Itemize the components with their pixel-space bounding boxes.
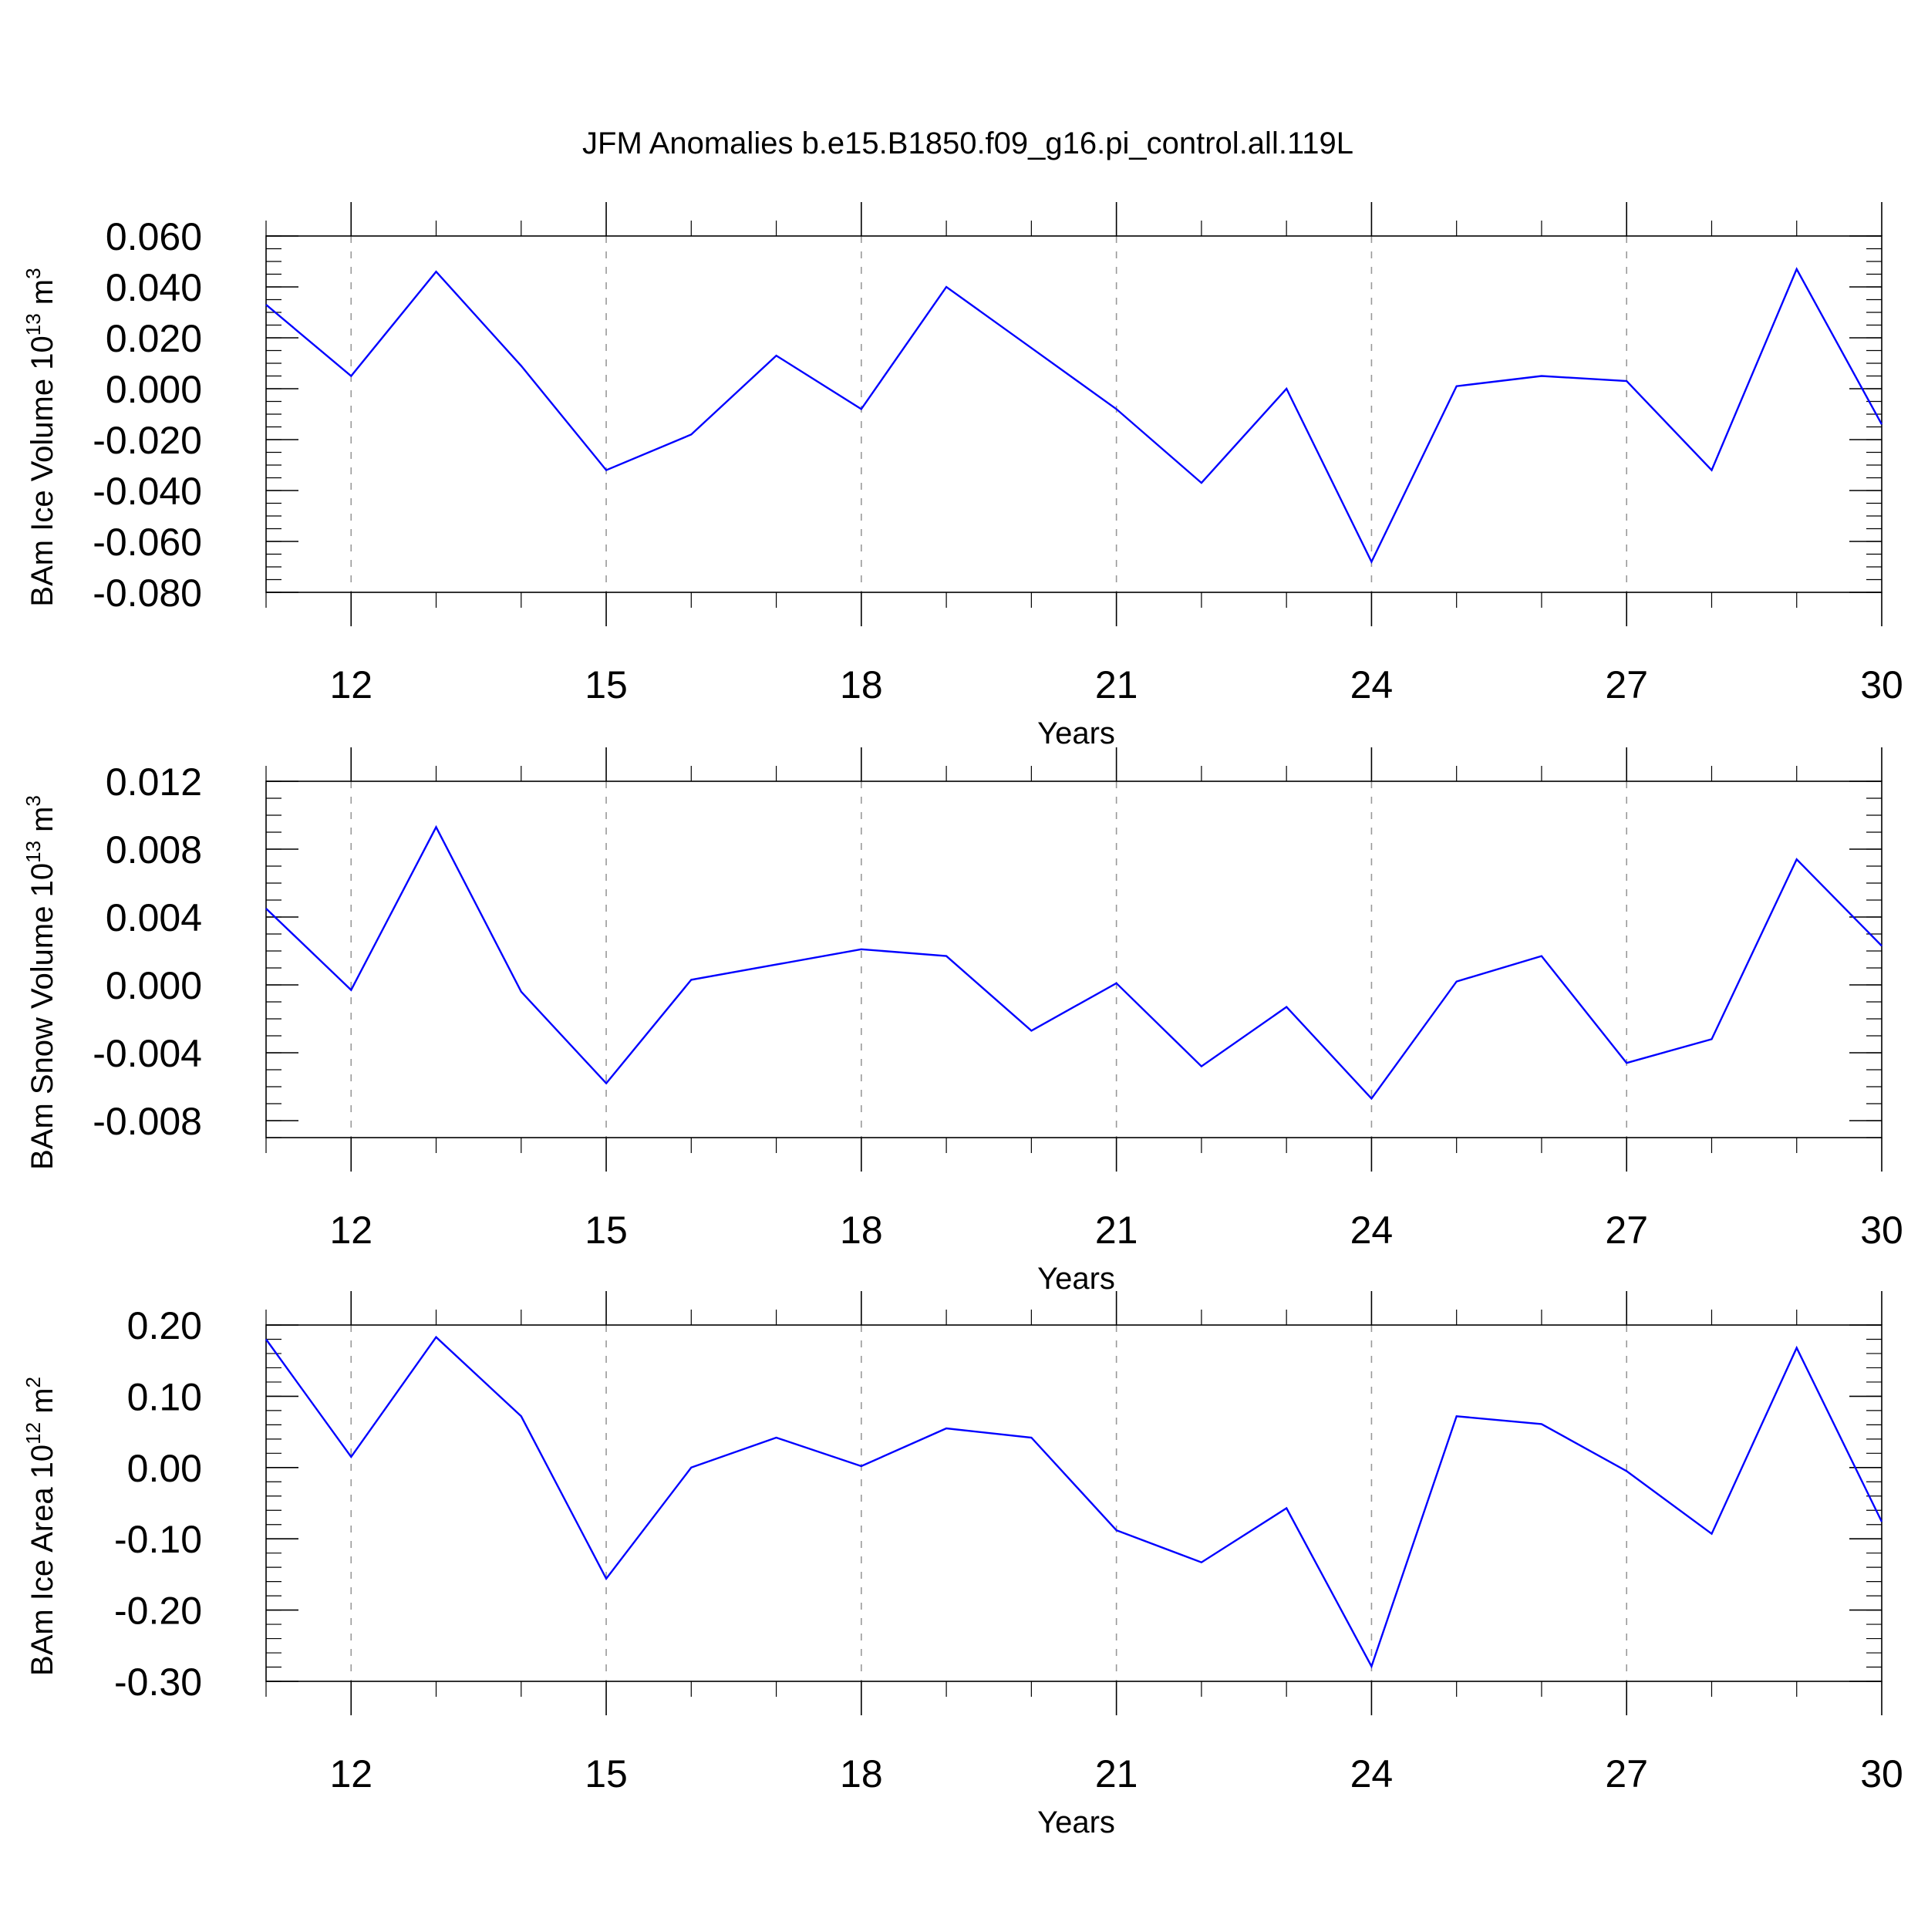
y-tick-label: 0.00 [127, 1447, 202, 1490]
x-axis-title: Years [1037, 1806, 1115, 1839]
x-tick-label: 24 [1350, 1752, 1394, 1795]
x-tick-label: 27 [1605, 663, 1648, 706]
y-tick-label: -0.040 [93, 470, 202, 513]
y-tick-label: 0.20 [127, 1304, 202, 1347]
x-tick-label: 15 [585, 1209, 628, 1252]
y-axis-title-text: BAm Ice Area 10 [25, 1445, 59, 1676]
x-tick-label: 18 [840, 1752, 883, 1795]
x-tick-label: 18 [840, 663, 883, 706]
y-axis-title-unit-exponent: 3 [22, 268, 45, 278]
y-tick-label: -0.060 [93, 521, 202, 564]
panel-3: 0.20 0.10 0.00 -0.10 -0.20 -0.30 12 15 18 21 24 27 3… [22, 1291, 1903, 1839]
panel-1: 0.060 0.040 0.020 0.000 -0.020 -0.040 -0.060 -0… [22, 202, 1903, 750]
x-tick-label: 24 [1350, 663, 1394, 706]
chart-title: JFM Anomalies b.e15.B1850.f09_g16.pi_con… [582, 126, 1353, 160]
plot-frame [266, 1325, 1882, 1681]
y-axis-title-exponent: 12 [22, 1422, 45, 1445]
x-tick-label: 12 [329, 1752, 372, 1795]
y-axis-title-exponent: 13 [22, 313, 45, 335]
y-tick-label: -0.20 [114, 1590, 202, 1633]
x-tick-label: 24 [1350, 1209, 1394, 1252]
panel-2: 0.012 0.008 0.004 0.000 -0.004 -0.008 12 15 18 21… [22, 747, 1903, 1296]
y-tick-label: -0.080 [93, 572, 202, 615]
y-axis-title-text: BAm Ice Volume 10 [25, 335, 59, 606]
y-axis-title: BAm Ice Area 1012 m2 [22, 1377, 59, 1676]
x-axis-title: Years [1037, 716, 1115, 750]
x-tick-label: 30 [1860, 1752, 1903, 1795]
x-tick-label: 12 [329, 1209, 372, 1252]
y-tick-label: -0.020 [93, 419, 202, 462]
x-tick-label: 12 [329, 663, 372, 706]
x-axis-title: Years [1037, 1262, 1115, 1296]
x-tick-label: 21 [1095, 1209, 1138, 1252]
plot-frame [266, 236, 1882, 592]
y-tick-label: 0.000 [106, 368, 202, 411]
series-line [266, 827, 1882, 1098]
y-axis-title-unit-exponent: 2 [22, 1377, 45, 1387]
x-tick-label: 21 [1095, 663, 1138, 706]
x-tick-label: 27 [1605, 1209, 1648, 1252]
y-axis-title-unit-exponent: 3 [22, 795, 45, 806]
y-axis-title-text: BAm Snow Volume 10 [25, 863, 59, 1170]
y-axis-title: BAm Ice Volume 1013 m3 [22, 268, 59, 606]
x-tick-label: 30 [1860, 1209, 1903, 1252]
x-tick-label: 30 [1860, 663, 1903, 706]
y-tick-label: 0.012 [106, 760, 202, 804]
y-tick-label: 0.004 [106, 896, 202, 939]
y-tick-label: 0.040 [106, 266, 202, 309]
y-tick-label: 0.10 [127, 1375, 202, 1418]
x-tick-label: 27 [1605, 1752, 1648, 1795]
x-tick-label: 21 [1095, 1752, 1138, 1795]
y-tick-label: -0.004 [93, 1032, 202, 1075]
x-tick-label: 15 [585, 1752, 628, 1795]
y-tick-label: 0.008 [106, 828, 202, 872]
y-tick-label: -0.008 [93, 1100, 202, 1143]
series-line [266, 1337, 1882, 1667]
y-tick-label: -0.30 [114, 1661, 202, 1704]
y-tick-label: 0.060 [106, 215, 202, 258]
y-axis-title-unit: m [25, 807, 59, 841]
series-line [266, 269, 1882, 562]
y-tick-label: -0.10 [114, 1518, 202, 1561]
x-tick-label: 15 [585, 663, 628, 706]
y-axis-title-unit: m [25, 1387, 59, 1421]
y-axis-title-unit: m [25, 279, 59, 313]
y-tick-label: 0.020 [106, 317, 202, 360]
plot-frame [266, 781, 1882, 1138]
y-axis-title-exponent: 13 [22, 841, 45, 863]
y-tick-label: 0.000 [106, 964, 202, 1007]
x-tick-label: 18 [840, 1209, 883, 1252]
y-axis-title: BAm Snow Volume 1013 m3 [22, 795, 59, 1170]
